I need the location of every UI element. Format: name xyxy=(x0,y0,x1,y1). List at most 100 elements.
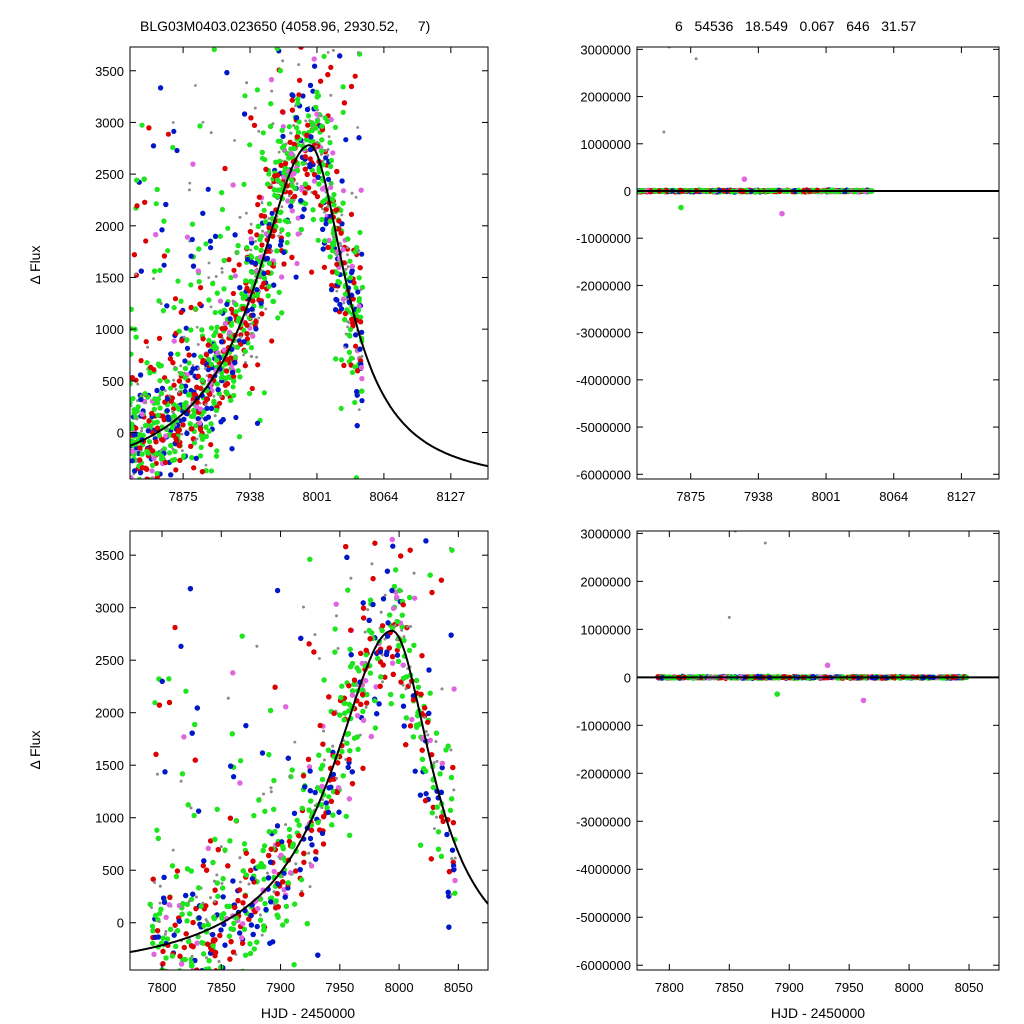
data-point-gray xyxy=(134,272,137,276)
data-point-gray xyxy=(163,389,167,392)
data-point-green xyxy=(155,412,161,418)
data-point-blue xyxy=(205,414,211,420)
data-point-blue xyxy=(333,307,339,313)
data-point-gray xyxy=(276,7,279,10)
data-point-red xyxy=(231,267,237,273)
data-point-green xyxy=(279,227,285,233)
data-point-gray xyxy=(200,416,204,420)
data-point-red xyxy=(236,262,242,268)
data-point-green xyxy=(244,245,250,251)
data-point-green xyxy=(219,370,225,376)
data-point-magenta xyxy=(171,338,177,344)
data-point-red xyxy=(314,194,321,200)
data-point-gray xyxy=(326,148,330,151)
data-point-red xyxy=(355,368,361,374)
data-point-gray xyxy=(180,432,184,436)
data-point-gray xyxy=(342,301,346,305)
data-point-green xyxy=(266,171,272,177)
data-point-green xyxy=(150,488,155,493)
data-point-gray xyxy=(233,139,237,142)
data-point-red xyxy=(224,381,231,387)
data-point-green xyxy=(310,207,316,213)
data-point-green xyxy=(291,6,296,11)
data-point-gray xyxy=(301,141,305,145)
data-point-green xyxy=(156,486,161,491)
data-point-green xyxy=(242,348,248,354)
data-point-magenta xyxy=(279,274,285,280)
plot-frame xyxy=(129,46,489,480)
data-point-red xyxy=(186,352,192,358)
data-point-green xyxy=(271,298,277,304)
data-point-red xyxy=(251,122,258,128)
data-point-green xyxy=(203,424,209,430)
data-point-blue xyxy=(250,312,256,318)
data-point-red xyxy=(240,306,246,312)
outlier-point-gray xyxy=(694,57,698,61)
data-point-green xyxy=(154,186,160,193)
data-point-blue xyxy=(241,339,247,345)
data-point-red xyxy=(334,168,340,175)
data-point-magenta xyxy=(288,151,294,157)
data-point-blue xyxy=(349,268,355,274)
data-point-green xyxy=(305,113,312,119)
data-point-green xyxy=(129,484,134,489)
data-point-gray xyxy=(261,229,264,233)
data-point-red xyxy=(153,481,158,486)
data-point-blue xyxy=(280,133,286,139)
data-point-green xyxy=(345,236,351,242)
data-point-blue xyxy=(253,326,259,332)
data-point-gray xyxy=(141,513,144,516)
data-point-gray xyxy=(172,378,176,382)
data-point-blue xyxy=(201,981,206,986)
data-point-magenta xyxy=(360,484,365,489)
data-point-gray xyxy=(195,437,199,441)
data-point-gray xyxy=(182,335,186,339)
data-point-green xyxy=(184,337,190,343)
data-point-blue xyxy=(218,419,224,425)
data-point-blue xyxy=(152,1008,157,1013)
data-point-green xyxy=(211,398,217,404)
data-point-green xyxy=(178,298,184,304)
data-point-red xyxy=(148,364,154,370)
data-point-red xyxy=(170,971,175,976)
data-point-blue xyxy=(271,282,277,288)
data-point-red xyxy=(352,73,358,79)
outlier-point-magenta xyxy=(779,210,785,217)
data-point-magenta xyxy=(349,263,355,269)
data-point-green xyxy=(355,307,361,313)
data-point-green xyxy=(230,384,236,390)
data-point-gray xyxy=(267,217,271,220)
data-point-magenta xyxy=(360,484,365,489)
data-point-green xyxy=(214,324,220,330)
data-point-gray xyxy=(346,320,350,324)
data-point-red xyxy=(298,47,304,50)
y-tick-label: -4000000 xyxy=(576,373,631,388)
data-point-blue xyxy=(354,389,360,395)
data-point-red xyxy=(178,309,184,315)
data-point-gray xyxy=(204,463,208,467)
data-point-blue xyxy=(264,255,271,262)
y-tick-label: -2000000 xyxy=(576,278,631,293)
data-point-gray xyxy=(322,4,325,7)
data-point-green xyxy=(233,302,239,308)
data-point-red xyxy=(176,443,182,449)
data-point-green xyxy=(236,434,243,440)
data-point-green xyxy=(340,200,346,206)
data-point-gray xyxy=(326,205,329,209)
data-point-green xyxy=(148,483,153,488)
data-point-gray xyxy=(343,346,347,349)
data-point-green xyxy=(393,274,398,279)
data-point-blue xyxy=(320,226,326,232)
data-point-blue xyxy=(165,414,171,420)
data-point-red xyxy=(183,983,188,988)
data-point-magenta xyxy=(130,475,134,479)
data-point-green xyxy=(166,450,173,456)
data-point-red xyxy=(222,325,228,331)
data-point-green xyxy=(183,977,188,982)
data-point-blue xyxy=(300,93,306,99)
data-point-green xyxy=(274,47,280,52)
data-point-green xyxy=(187,421,193,427)
data-point-red xyxy=(146,125,152,131)
data-point-gray xyxy=(174,387,178,391)
data-point-red xyxy=(297,77,303,83)
